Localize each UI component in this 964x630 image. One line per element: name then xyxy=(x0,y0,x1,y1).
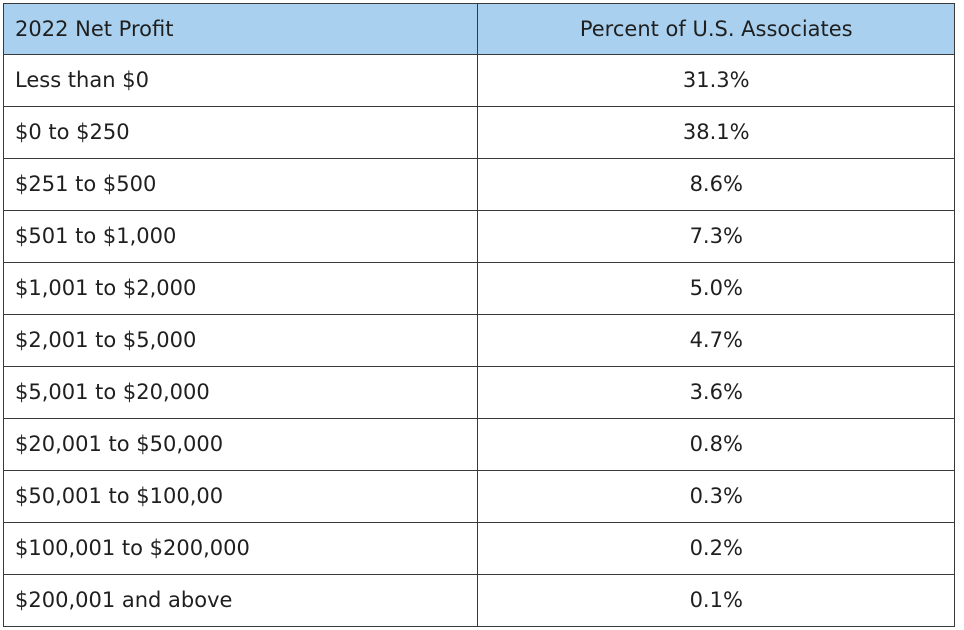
table-row: $200,001 and above 0.1% xyxy=(2,574,955,627)
percent-cell: 0.2% xyxy=(477,522,955,575)
table-row: $100,001 to $200,000 0.2% xyxy=(2,522,955,575)
percent-cell: 4.7% xyxy=(477,314,955,367)
percent-cell: 0.8% xyxy=(477,418,955,471)
profit-range-cell: $2,001 to $5,000 xyxy=(2,314,479,367)
percent-cell: 7.3% xyxy=(477,210,955,263)
table-row: $5,001 to $20,000 3.6% xyxy=(2,366,955,419)
table-row: $501 to $1,000 7.3% xyxy=(2,210,955,263)
profit-range-cell: $20,001 to $50,000 xyxy=(2,418,479,471)
table-row: $0 to $250 38.1% xyxy=(2,106,955,159)
table-row: Less than $0 31.3% xyxy=(2,54,955,107)
profit-range-cell: $5,001 to $20,000 xyxy=(2,366,479,419)
percent-cell: 0.1% xyxy=(477,574,955,627)
percent-cell: 8.6% xyxy=(477,158,955,211)
profit-range-cell: $0 to $250 xyxy=(2,106,479,159)
header-row: 2022 Net Profit Percent of U.S. Associat… xyxy=(2,3,955,55)
table-row: $2,001 to $5,000 4.7% xyxy=(2,314,955,367)
net-profit-table: 2022 Net Profit Percent of U.S. Associat… xyxy=(2,3,955,627)
profit-range-cell: $1,001 to $2,000 xyxy=(2,262,479,315)
percent-cell: 5.0% xyxy=(477,262,955,315)
percent-cell: 3.6% xyxy=(477,366,955,419)
profit-range-cell: $251 to $500 xyxy=(2,158,479,211)
percent-cell: 31.3% xyxy=(477,54,955,107)
column-header-net-profit: 2022 Net Profit xyxy=(2,3,479,55)
table-row: $251 to $500 8.6% xyxy=(2,158,955,211)
profit-range-cell: Less than $0 xyxy=(2,54,479,107)
table-row: $50,001 to $100,00 0.3% xyxy=(2,470,955,523)
table-header: 2022 Net Profit Percent of U.S. Associat… xyxy=(2,3,955,55)
percent-cell: 0.3% xyxy=(477,470,955,523)
profit-range-cell: $100,001 to $200,000 xyxy=(2,522,479,575)
percent-cell: 38.1% xyxy=(477,106,955,159)
profit-range-cell: $501 to $1,000 xyxy=(2,210,479,263)
column-header-percent-associates: Percent of U.S. Associates xyxy=(477,3,955,55)
table-body: Less than $0 31.3% $0 to $250 38.1% $251… xyxy=(2,54,955,627)
table-row: $20,001 to $50,000 0.8% xyxy=(2,418,955,471)
profit-range-cell: $50,001 to $100,00 xyxy=(2,470,479,523)
table-row: $1,001 to $2,000 5.0% xyxy=(2,262,955,315)
profit-range-cell: $200,001 and above xyxy=(2,574,479,627)
